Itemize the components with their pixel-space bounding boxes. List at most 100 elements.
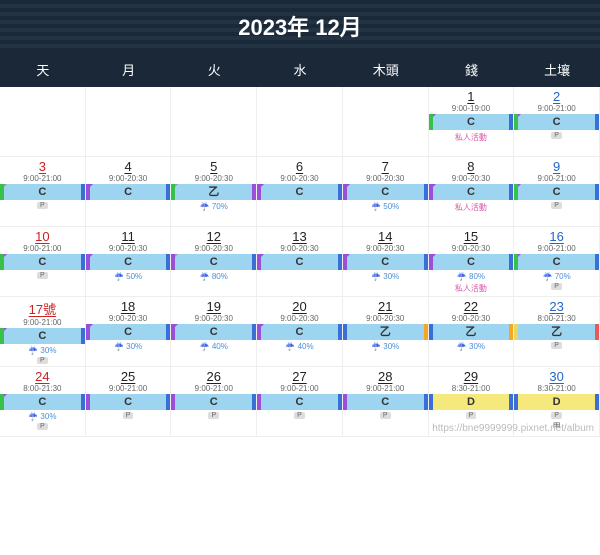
day-number[interactable]: 24 bbox=[0, 367, 85, 384]
day-cell[interactable]: 129:00-20:30C☔ 80% bbox=[171, 227, 257, 297]
event-bar[interactable]: C bbox=[86, 184, 171, 200]
event-bar[interactable]: D bbox=[429, 394, 514, 410]
day-number[interactable]: 27 bbox=[257, 367, 342, 384]
day-number[interactable]: 18 bbox=[86, 297, 171, 314]
day-number[interactable]: 21 bbox=[343, 297, 428, 314]
day-number[interactable]: 9 bbox=[514, 157, 599, 174]
tag-row: P bbox=[514, 131, 599, 140]
day-cell bbox=[343, 87, 429, 157]
day-cell[interactable]: 17號9:00-21:00C☔ 30%P bbox=[0, 297, 86, 367]
day-cell[interactable]: 199:00-20:30C☔ 40% bbox=[171, 297, 257, 367]
day-number[interactable]: 30 bbox=[514, 367, 599, 384]
day-number[interactable]: 19 bbox=[171, 297, 256, 314]
event-bar[interactable]: C bbox=[86, 254, 171, 270]
weekday-cell: 木頭 bbox=[343, 52, 429, 87]
day-cell[interactable]: 79:00-20:30C☔ 50% bbox=[343, 157, 429, 227]
day-number[interactable]: 6 bbox=[257, 157, 342, 174]
event-bar[interactable]: C bbox=[0, 184, 85, 200]
day-cell[interactable]: 159:00-20:30C☔ 80%私人活動 bbox=[429, 227, 515, 297]
event-bar[interactable]: C bbox=[343, 184, 428, 200]
tag-row: ☔ 80% bbox=[171, 271, 256, 282]
day-number[interactable]: 11 bbox=[86, 227, 171, 244]
weekday-cell: 水 bbox=[257, 52, 343, 87]
day-number[interactable]: 15 bbox=[429, 227, 514, 244]
event-bar[interactable]: 乙 bbox=[429, 324, 514, 340]
event-bar[interactable]: C bbox=[0, 254, 85, 270]
event-bar[interactable]: C bbox=[257, 184, 342, 200]
day-number[interactable]: 3 bbox=[0, 157, 85, 174]
day-number[interactable]: 14 bbox=[343, 227, 428, 244]
day-cell[interactable]: 139:00-20:30C bbox=[257, 227, 343, 297]
day-cell[interactable]: 259:00-21:00CP bbox=[86, 367, 172, 437]
day-cell[interactable]: 189:00-20:30C☔ 30% bbox=[86, 297, 172, 367]
day-cell[interactable]: 289:00-21:00CP bbox=[343, 367, 429, 437]
day-cell[interactable]: 19:00-19:00C私人活動 bbox=[429, 87, 515, 157]
day-cell[interactable]: 109:00-21:00CP bbox=[0, 227, 86, 297]
day-cell[interactable]: 229:00-20:30乙☔ 30% bbox=[429, 297, 515, 367]
day-number[interactable]: 25 bbox=[86, 367, 171, 384]
day-hours: 9:00-21:00 bbox=[514, 244, 599, 253]
day-cell[interactable]: 69:00-20:30C bbox=[257, 157, 343, 227]
day-cell[interactable]: 49:00-20:30C bbox=[86, 157, 172, 227]
day-number[interactable]: 8 bbox=[429, 157, 514, 174]
day-cell[interactable]: 29:00-21:00CP bbox=[514, 87, 600, 157]
day-number[interactable]: 13 bbox=[257, 227, 342, 244]
event-bar[interactable]: C bbox=[171, 394, 256, 410]
day-cell[interactable]: 59:00-20:30乙☔ 70% bbox=[171, 157, 257, 227]
event-bar[interactable]: C bbox=[86, 324, 171, 340]
tag-row: ☔ 50% bbox=[86, 271, 171, 282]
event-bar[interactable]: C bbox=[343, 254, 428, 270]
event-bar[interactable]: C bbox=[429, 114, 514, 130]
event-bar[interactable]: C bbox=[343, 394, 428, 410]
day-number[interactable]: 29 bbox=[429, 367, 514, 384]
day-number[interactable]: 4 bbox=[86, 157, 171, 174]
day-number[interactable]: 20 bbox=[257, 297, 342, 314]
day-number[interactable]: 2 bbox=[514, 87, 599, 104]
day-hours: 9:00-20:30 bbox=[343, 244, 428, 253]
day-number[interactable]: 10 bbox=[0, 227, 85, 244]
event-bar[interactable]: C bbox=[257, 324, 342, 340]
day-cell[interactable]: 169:00-21:00C☔ 70%P bbox=[514, 227, 600, 297]
event-bar[interactable]: D bbox=[514, 394, 599, 410]
event-bar[interactable]: C bbox=[0, 328, 85, 344]
day-number[interactable]: 16 bbox=[514, 227, 599, 244]
day-cell[interactable]: 89:00-20:30C私人活動 bbox=[429, 157, 515, 227]
event-bar[interactable]: C bbox=[86, 394, 171, 410]
day-number[interactable]: 26 bbox=[171, 367, 256, 384]
day-number[interactable]: 22 bbox=[429, 297, 514, 314]
day-number[interactable]: 1 bbox=[429, 87, 514, 104]
event-bar[interactable]: C bbox=[514, 184, 599, 200]
day-cell[interactable]: 269:00-21:00CP bbox=[171, 367, 257, 437]
tag-row: P bbox=[0, 356, 85, 365]
day-number[interactable]: 23 bbox=[514, 297, 599, 314]
day-number[interactable]: 5 bbox=[171, 157, 256, 174]
weekday-cell: 天 bbox=[0, 52, 86, 87]
weekday-cell: 月 bbox=[86, 52, 172, 87]
day-cell[interactable]: 119:00-20:30C☔ 50% bbox=[86, 227, 172, 297]
day-cell[interactable]: 248:00-21:30C☔ 30%P bbox=[0, 367, 86, 437]
day-cell[interactable]: 99:00-21:00CP bbox=[514, 157, 600, 227]
event-bar[interactable]: C bbox=[257, 394, 342, 410]
day-cell[interactable]: 219:00-20:30乙☔ 30% bbox=[343, 297, 429, 367]
day-cell[interactable]: 149:00-20:30C☔ 30% bbox=[343, 227, 429, 297]
day-cell[interactable]: 238:00-21:30乙P bbox=[514, 297, 600, 367]
event-bar[interactable]: 乙 bbox=[514, 324, 599, 340]
day-number[interactable]: 12 bbox=[171, 227, 256, 244]
day-number[interactable]: 17號 bbox=[0, 297, 85, 318]
event-bar[interactable]: 乙 bbox=[343, 324, 428, 340]
event-bar[interactable]: 乙 bbox=[171, 184, 256, 200]
event-bar[interactable]: C bbox=[0, 394, 85, 410]
day-cell[interactable]: 39:00-21:00CP bbox=[0, 157, 86, 227]
event-bar[interactable]: C bbox=[171, 254, 256, 270]
event-bar[interactable]: C bbox=[257, 254, 342, 270]
day-number[interactable]: 7 bbox=[343, 157, 428, 174]
day-cell[interactable]: 279:00-21:00CP bbox=[257, 367, 343, 437]
event-bar[interactable]: C bbox=[171, 324, 256, 340]
tag-row: 私人活動 bbox=[429, 131, 514, 144]
day-cell[interactable]: 209:00-20:30C☔ 40% bbox=[257, 297, 343, 367]
event-bar[interactable]: C bbox=[429, 184, 514, 200]
event-bar[interactable]: C bbox=[514, 254, 599, 270]
event-bar[interactable]: C bbox=[429, 254, 514, 270]
day-number[interactable]: 28 bbox=[343, 367, 428, 384]
event-bar[interactable]: C bbox=[514, 114, 599, 130]
